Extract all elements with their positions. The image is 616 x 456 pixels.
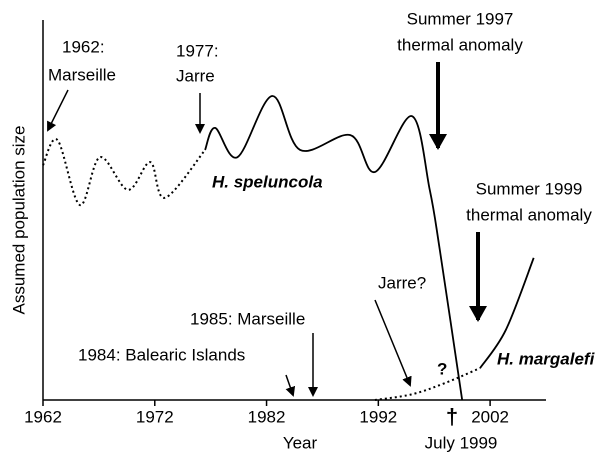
arrow [374,299,412,387]
annotation: Summer 1999 [476,179,583,198]
x-tick-label: 1962 [24,407,62,426]
series-line-dotted [374,367,481,401]
series-line-dotted [42,138,206,207]
arrow [47,89,69,132]
annotation: Summer 1997 [407,9,514,28]
annotation: ? [437,359,447,378]
series-line [204,95,464,401]
annotation: † [446,404,458,429]
series-label: H. margalefi [497,349,596,368]
annotation: thermal anomaly [397,35,523,54]
annotation: Jarre [176,66,215,85]
annotation: 1977: [176,41,219,60]
annotation: Jarre? [378,273,426,292]
x-axis-label: Year [283,433,318,452]
annotation: thermal anomaly [466,205,592,224]
x-tick-label: 1982 [248,407,286,426]
arrow [285,374,296,397]
series-label: H. speluncola [212,172,323,191]
series-line [479,257,535,369]
x-tick-label: 1972 [136,407,174,426]
y-axis-label: Assumed population size [9,125,28,314]
annotation: 1962: [62,37,105,56]
x-tick-label: 1992 [359,407,397,426]
annotation: Marseille [48,65,116,84]
annotation: July 1999 [425,433,498,452]
annotation: 1984: Balearic Islands [78,345,245,364]
x-tick-label: 2002 [471,407,509,426]
annotation: 1985: Marseille [190,309,305,328]
